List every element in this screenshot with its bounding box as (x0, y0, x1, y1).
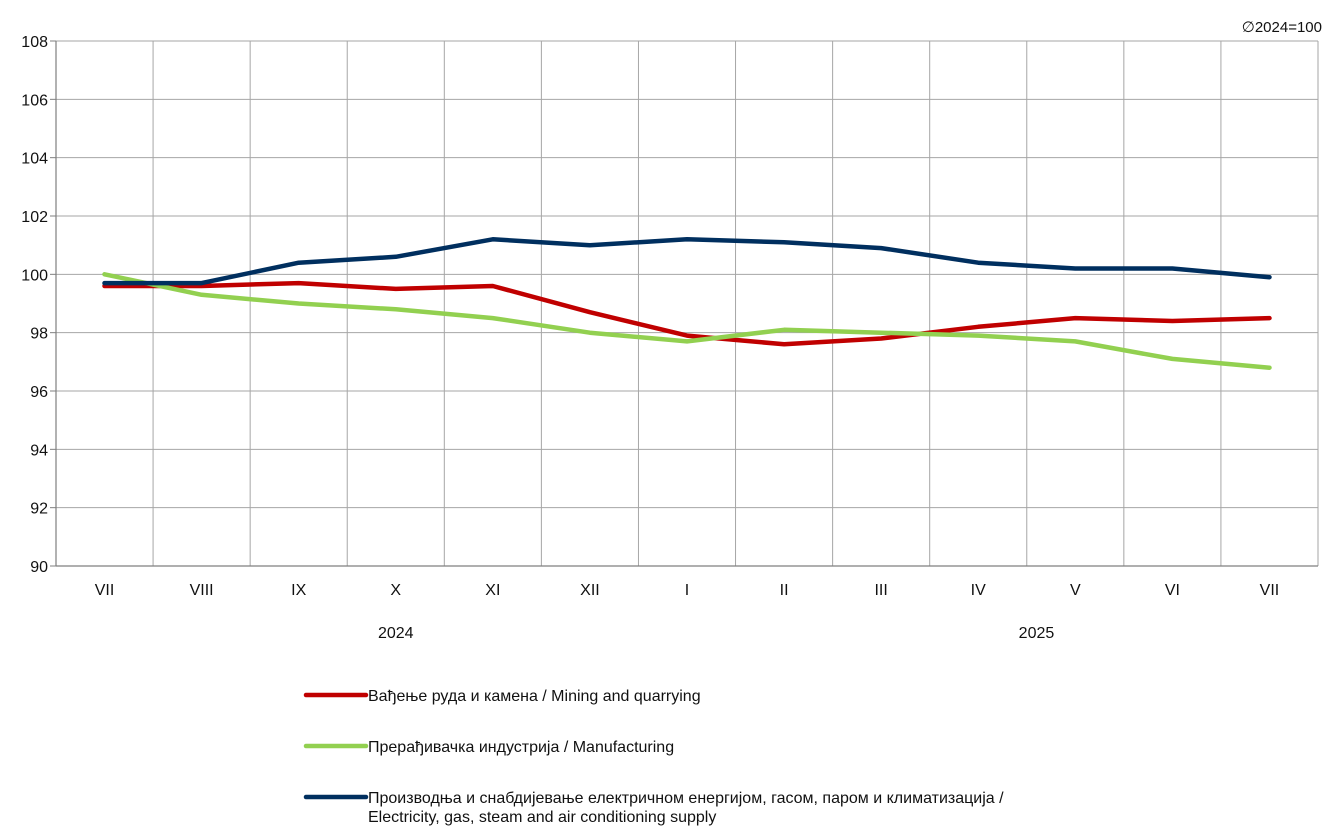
x-tick-label: IX (291, 582, 306, 599)
series-lines (102, 237, 1272, 370)
x-tick-label: XI (485, 582, 500, 599)
axes (50, 40, 1318, 567)
year-label: 2024 (378, 625, 414, 642)
x-tick-label: VII (1260, 582, 1280, 599)
y-tick-label: 92 (30, 501, 48, 518)
x-tick-label: II (780, 582, 789, 599)
series-line-2 (102, 272, 1272, 370)
legend-entry: Производња и снабдијевање електричном ен… (368, 790, 1004, 826)
y-tick-label: 102 (21, 209, 48, 226)
y-tick-label: 106 (21, 92, 48, 109)
legend: Вађење руда и камена / Mining and quarry… (303, 688, 1004, 826)
x-tick-label: XII (580, 582, 600, 599)
year-label: 2025 (1019, 625, 1055, 642)
x-tick-label: IV (971, 582, 986, 599)
legend-entry: Прерађивачка индустрија / Manufacturing (368, 739, 674, 756)
x-tick-label: VIII (190, 582, 214, 599)
base-note: ∅2024=100 (1242, 19, 1322, 36)
grid (56, 40, 1319, 566)
x-tick-label: V (1070, 582, 1081, 599)
x-tick-label: I (685, 582, 689, 599)
x-tick-label: VII (95, 582, 115, 599)
series-line-3 (102, 237, 1272, 286)
y-tick-label: 104 (21, 151, 48, 168)
y-tick-label: 108 (21, 34, 48, 51)
y-tick-label: 90 (30, 559, 48, 576)
series-line-1 (102, 280, 1272, 347)
x-tick-label: VI (1165, 582, 1180, 599)
y-tick-label: 94 (30, 442, 48, 459)
y-tick-label: 96 (30, 384, 48, 401)
x-tick-label: III (874, 582, 887, 599)
x-tick-label: X (390, 582, 401, 599)
y-tick-label: 100 (21, 267, 48, 284)
y-tick-label: 98 (30, 326, 48, 343)
legend-entry: Вађење руда и камена / Mining and quarry… (368, 688, 701, 705)
